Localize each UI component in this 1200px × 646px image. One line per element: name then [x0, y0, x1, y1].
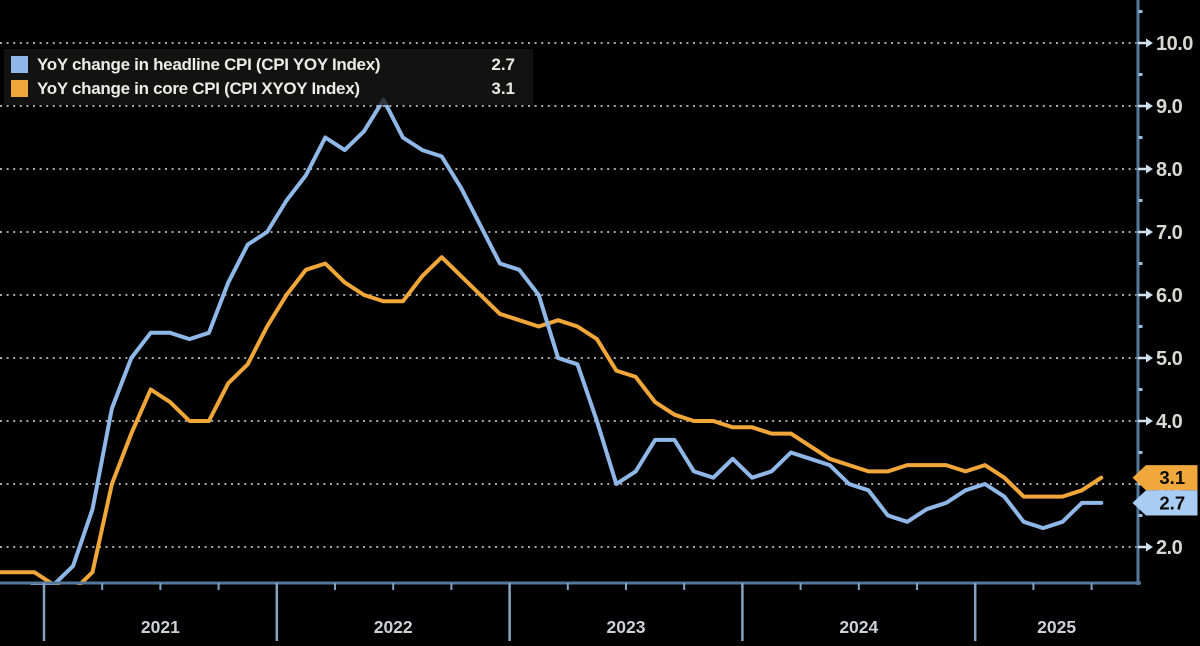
- y-minor-tick: [1138, 73, 1143, 76]
- gridlines: [0, 42, 1138, 548]
- y-tick-label-2.0: 2.0: [1156, 537, 1183, 559]
- y-tick-arrow-icon: [1146, 227, 1153, 237]
- y-minor-tick: [1138, 10, 1143, 13]
- headline-cpi-line: [30, 97, 1104, 585]
- core-cpi-last-value-badge: [1132, 465, 1198, 491]
- y-tick-label-5.0: 5.0: [1156, 348, 1183, 370]
- core-cpi-badge-value: 3.1: [1159, 467, 1185, 488]
- y-tick-arrow-icon: [1146, 353, 1153, 363]
- y-tick-label-7.0: 7.0: [1156, 222, 1183, 244]
- headline-cpi-swatch-icon: [11, 56, 28, 73]
- y-tick-arrow-icon: [1146, 542, 1153, 552]
- legend-label: YoY change in core CPI (CPI XYOY Index): [37, 78, 360, 98]
- headline-cpi-badge-value: 2.7: [1159, 492, 1185, 513]
- y-minor-tick: [1138, 136, 1143, 139]
- y-tick-arrow-icon: [1146, 290, 1153, 300]
- y-minor-tick: [1138, 262, 1143, 265]
- y-minor-tick: [1138, 514, 1143, 517]
- y-minor-tick: [1138, 325, 1143, 328]
- last-value-badges: 3.12.7: [1132, 465, 1198, 516]
- x-year-label-2025: 2025: [1037, 617, 1076, 637]
- y-tick-label-10.0: 10.0: [1156, 33, 1193, 55]
- y-tick-arrow-icon: [1146, 38, 1153, 48]
- headline-cpi-last-value-badge: [1132, 490, 1198, 516]
- x-year-label-2023: 2023: [607, 617, 646, 637]
- y-tick-label-6.0: 6.0: [1156, 285, 1183, 307]
- y-tick-label-8.0: 8.0: [1156, 159, 1183, 181]
- y-minor-tick: [1138, 451, 1143, 454]
- legend-last-value: 2.7: [491, 54, 515, 74]
- legend-last-value: 3.1: [491, 78, 515, 98]
- y-tick-arrow-icon: [1146, 416, 1153, 426]
- series-lines: [0, 97, 1104, 585]
- y-minor-tick: [1138, 388, 1143, 391]
- legend-label: YoY change in headline CPI (CPI YOY Inde…: [37, 54, 381, 74]
- chart-legend: YoY change in headline CPI (CPI YOY Inde…: [4, 49, 533, 105]
- core-cpi-line: [0, 255, 1104, 585]
- legend-item-headline-cpi: YoY change in headline CPI (CPI YOY Inde…: [11, 54, 523, 75]
- y-tick-label-9.0: 9.0: [1156, 96, 1183, 118]
- x-year-label-2024: 2024: [839, 617, 878, 637]
- x-year-label-2021: 2021: [141, 617, 180, 637]
- core-cpi-swatch-icon: [11, 80, 28, 97]
- legend-item-core-cpi: YoY change in core CPI (CPI XYOY Index) …: [11, 78, 523, 99]
- y-minor-tick: [1138, 199, 1143, 202]
- y-tick-arrow-icon: [1146, 101, 1153, 111]
- y-tick-arrow-icon: [1146, 164, 1153, 174]
- y-tick-label-4.0: 4.0: [1156, 411, 1183, 433]
- x-year-label-2022: 2022: [374, 617, 413, 637]
